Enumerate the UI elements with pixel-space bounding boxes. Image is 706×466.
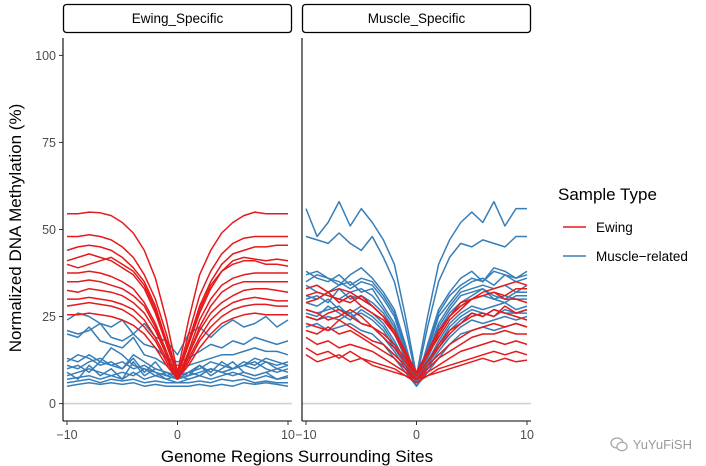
legend-title: Sample Type [558,185,657,204]
series-line-muscle-ewing-specific-21 [66,322,289,363]
legend: Sample Type Ewing Muscle−related [558,185,688,264]
x-tick-label-muscle-specific-0: −10 [295,428,316,442]
series-line-ewing-muscle-specific-9 [305,280,528,374]
series-line-muscle-muscle-specific-13 [305,274,528,384]
strip-ewing-specific [62,3,293,34]
strip-muscle-specific [301,3,532,34]
strip-label-muscle-specific: Muscle_Specific [368,11,466,26]
panel-ewing-specific: Ewing_Specific −10 0 10 [56,3,295,442]
y-tick-label-2: 50 [42,223,56,237]
y-axis: 0 25 50 75 100 [35,49,63,411]
legend-label-ewing: Ewing [596,220,633,235]
x-tick-label-muscle-specific-1: 0 [413,428,420,442]
series-line-ewing-muscle-specific-6 [305,347,528,380]
series-line-muscle-ewing-specific-12 [66,326,289,367]
y-tick-label-4: 100 [35,49,56,63]
series-line-ewing-ewing-specific-4 [66,256,289,377]
series-line-ewing-ewing-specific-2 [66,244,288,377]
watermark-text: YuYuFiSH [632,437,692,452]
series-line-ewing-ewing-specific-5 [67,270,288,380]
x-tick-label-ewing-specific-1: 0 [174,428,181,442]
strip-label-ewing-specific: Ewing_Specific [132,11,224,26]
plot-area-ewing-specific: −10 0 10 [56,38,295,442]
series-line-muscle-ewing-specific-20 [66,312,289,356]
chat-bubbles-icon [610,437,628,452]
watermark: YuYuFiSH [610,437,692,452]
x-axis-title: Genome Regions Surrounding Sites [161,447,433,466]
series-line-ewing-ewing-specific-6 [67,279,288,380]
y-axis-title: Normalized DNA Methylation (%) [6,104,25,352]
series-line-ewing-ewing-specific-0 [67,211,288,374]
series-line-ewing-muscle-specific-8 [305,287,527,377]
series-line-ewing-ewing-specific-8 [67,296,288,380]
x-tick-label-muscle-specific-2: 10 [520,428,534,442]
series-line-muscle-muscle-specific-14 [305,280,528,384]
series-line-muscle-ewing-specific-16 [66,378,288,384]
legend-label-muscle-related: Muscle−related [596,249,688,264]
y-tick-label-1: 25 [42,310,56,324]
series-line-ewing-muscle-specific-7 [305,354,528,384]
panel-muscle-specific: Muscle_Specific −10 0 10 [295,3,534,442]
y-tick-label-0: 0 [49,397,56,411]
series-line-ewing-ewing-specific-10 [67,312,288,380]
series-line-muscle-ewing-specific-17 [66,381,289,387]
series-line-ewing-muscle-specific-0 [305,291,528,374]
x-tick-label-ewing-specific-2: 10 [281,428,295,442]
x-tick-label-ewing-specific-0: −10 [56,428,77,442]
plot-area-muscle-specific: −10 0 10 [295,38,534,442]
series-line-ewing-muscle-specific-3 [305,319,528,380]
y-tick-label-3: 75 [42,136,56,150]
